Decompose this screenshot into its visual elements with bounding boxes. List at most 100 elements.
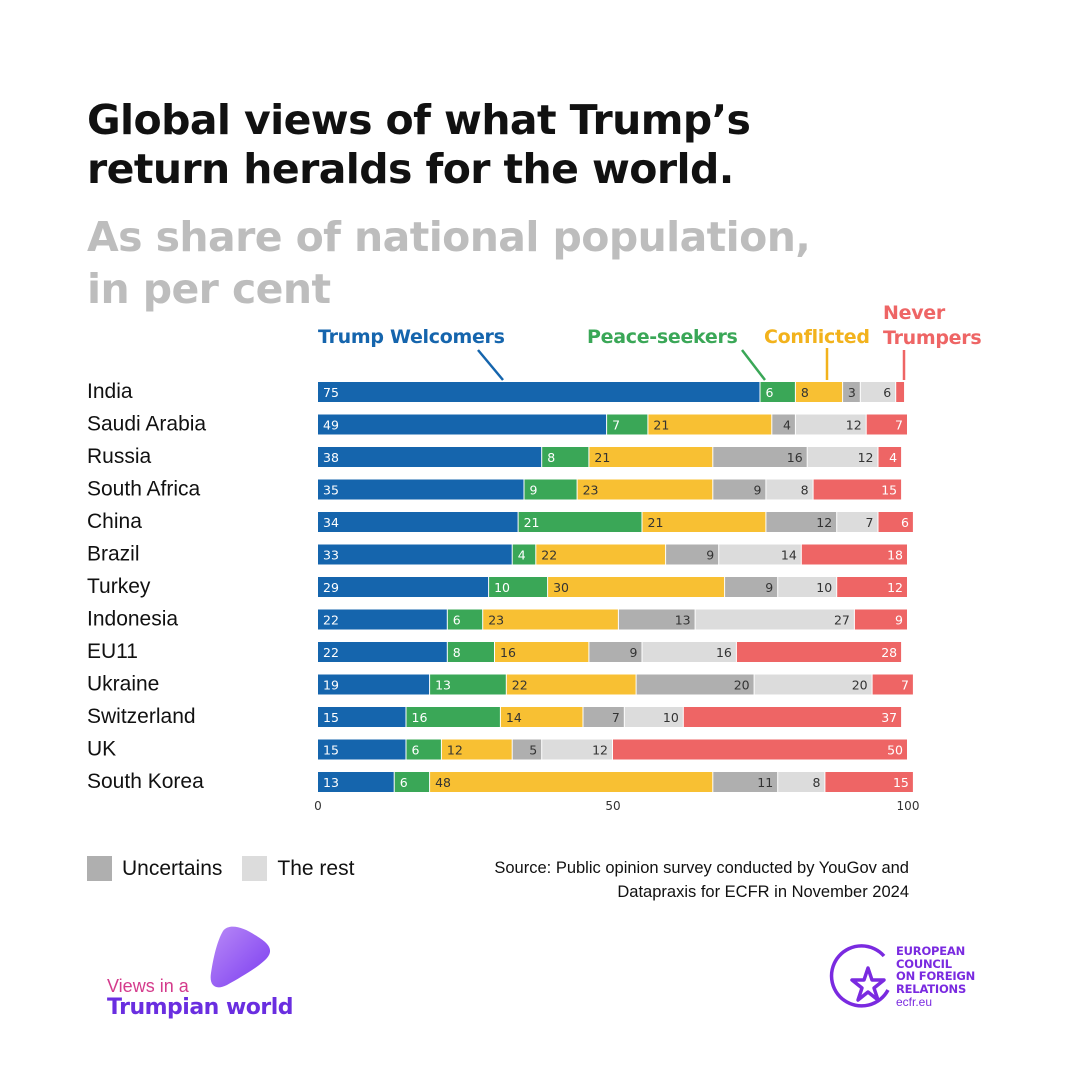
data-label-uk-peace-seekers: 6 bbox=[412, 743, 420, 758]
data-label-brazil-peace-seekers: 4 bbox=[518, 548, 526, 563]
bar-eu11-uncertains bbox=[589, 642, 642, 662]
pointer-peace bbox=[741, 349, 766, 381]
series-label-peace-seekers: Peace-seekers bbox=[587, 326, 738, 348]
bar-south-africa-peace-seekers bbox=[524, 479, 577, 500]
ecfr-star-icon bbox=[829, 944, 890, 1008]
data-label-china-peace-seekers: 21 bbox=[524, 515, 540, 530]
bar-south-africa-conflicted bbox=[577, 479, 713, 500]
bar-saudi-arabia-trump-welcomers bbox=[318, 414, 607, 435]
bar-indonesia-never-trumpers bbox=[854, 609, 907, 630]
country-label-uk: UK bbox=[87, 738, 116, 761]
views-in-trumpian-world-logo: Views in a Trumpian world bbox=[107, 925, 367, 1035]
data-label-ukraine-the-rest: 20 bbox=[852, 678, 868, 693]
data-label-turkey-peace-seekers: 10 bbox=[494, 580, 510, 595]
data-label-uk-never-trumpers: 50 bbox=[887, 743, 903, 758]
bar-turkey-the-rest bbox=[778, 577, 837, 597]
data-label-eu11-conflicted: 16 bbox=[500, 645, 516, 660]
bar-south-korea-the-rest bbox=[778, 772, 825, 792]
bar-brazil-conflicted bbox=[536, 544, 666, 565]
data-label-indonesia-uncertains: 13 bbox=[675, 613, 691, 628]
country-label-indonesia: Indonesia bbox=[87, 608, 178, 631]
data-label-south-africa-trump-welcomers: 35 bbox=[323, 483, 339, 498]
country-label-russia: Russia bbox=[87, 445, 152, 468]
country-label-south-korea: South Korea bbox=[87, 770, 204, 793]
bar-turkey-trump-welcomers bbox=[318, 577, 489, 597]
ecfr-name: EUROPEAN COUNCIL ON FOREIGN RELATIONS bbox=[896, 944, 976, 996]
bar-brazil-never-trumpers bbox=[801, 544, 907, 565]
series-label-never-trumpers: Never Trumpers bbox=[883, 302, 982, 349]
bar-south-korea-trump-welcomers bbox=[318, 772, 394, 792]
data-label-saudi-arabia-trump-welcomers: 49 bbox=[323, 418, 339, 433]
data-label-eu11-uncertains: 9 bbox=[630, 645, 638, 660]
data-label-saudi-arabia-the-rest: 12 bbox=[846, 418, 862, 433]
data-label-indonesia-conflicted: 23 bbox=[488, 613, 504, 628]
data-label-south-korea-the-rest: 8 bbox=[812, 775, 820, 790]
bar-china-conflicted bbox=[642, 512, 766, 532]
data-label-russia-uncertains: 16 bbox=[787, 450, 803, 465]
bar-south-africa-the-rest bbox=[766, 479, 813, 500]
country-label-china: China bbox=[87, 510, 142, 533]
bar-ukraine-trump-welcomers bbox=[318, 674, 430, 695]
data-label-saudi-arabia-uncertains: 4 bbox=[783, 418, 791, 433]
data-label-brazil-conflicted: 22 bbox=[541, 548, 557, 563]
legend-label-the-rest: The rest bbox=[277, 856, 355, 880]
bar-switzerland-peace-seekers bbox=[406, 707, 500, 727]
data-label-south-korea-peace-seekers: 6 bbox=[400, 775, 408, 790]
data-label-south-korea-uncertains: 11 bbox=[757, 775, 773, 790]
data-label-indonesia-peace-seekers: 6 bbox=[453, 613, 461, 628]
data-label-switzerland-peace-seekers: 16 bbox=[412, 710, 428, 725]
country-label-turkey: Turkey bbox=[87, 575, 151, 598]
bar-south-korea-conflicted bbox=[430, 772, 713, 792]
bar-ukraine-the-rest bbox=[754, 674, 872, 695]
legend-swatch-the-rest bbox=[242, 856, 268, 881]
country-label-south-africa: South Africa bbox=[87, 478, 201, 501]
data-label-russia-the-rest: 12 bbox=[858, 450, 874, 465]
data-label-turkey-the-rest: 10 bbox=[816, 580, 832, 595]
data-label-ukraine-uncertains: 20 bbox=[734, 678, 750, 693]
data-label-south-korea-conflicted: 48 bbox=[435, 775, 451, 790]
bar-ukraine-never-trumpers bbox=[872, 674, 913, 695]
data-label-south-africa-conflicted: 23 bbox=[583, 483, 599, 498]
bar-eu11-the-rest bbox=[642, 642, 736, 662]
data-label-ukraine-peace-seekers: 13 bbox=[435, 678, 451, 693]
data-label-india-the-rest: 6 bbox=[883, 385, 891, 400]
bar-brazil-peace-seekers bbox=[512, 544, 536, 565]
data-label-ukraine-never-trumpers: 7 bbox=[901, 678, 909, 693]
data-label-china-the-rest: 7 bbox=[866, 515, 874, 530]
bar-uk-conflicted bbox=[441, 739, 512, 760]
country-label-switzerland: Switzerland bbox=[87, 705, 196, 728]
bar-russia-peace-seekers bbox=[542, 447, 589, 467]
pointer-welcomers bbox=[477, 349, 504, 381]
bar-china-peace-seekers bbox=[518, 512, 642, 532]
data-label-uk-conflicted: 12 bbox=[447, 743, 463, 758]
data-label-turkey-never-trumpers: 12 bbox=[887, 580, 903, 595]
chart-subtitle: As share of national population, in per … bbox=[87, 213, 811, 313]
data-label-indonesia-trump-welcomers: 22 bbox=[323, 613, 339, 628]
data-label-switzerland-the-rest: 10 bbox=[663, 710, 679, 725]
bar-south-korea-uncertains bbox=[713, 772, 778, 792]
bar-eu11-conflicted bbox=[495, 642, 589, 662]
bar-india-uncertains bbox=[843, 382, 860, 402]
bar-saudi-arabia-peace-seekers bbox=[607, 414, 648, 435]
bar-switzerland-never-trumpers bbox=[683, 707, 902, 727]
bar-indonesia-trump-welcomers bbox=[318, 609, 447, 630]
bar-china-uncertains bbox=[766, 512, 837, 532]
bar-uk-peace-seekers bbox=[406, 739, 441, 760]
data-label-india-peace-seekers: 6 bbox=[766, 385, 774, 400]
data-label-saudi-arabia-conflicted: 21 bbox=[653, 418, 669, 433]
bar-india-trump-welcomers bbox=[318, 382, 760, 402]
data-label-uk-the-rest: 12 bbox=[592, 743, 608, 758]
bar-indonesia-uncertains bbox=[618, 609, 695, 630]
data-label-turkey-uncertains: 9 bbox=[765, 580, 773, 595]
x-tick-0: 0 bbox=[314, 799, 322, 813]
legend-label-uncertains: Uncertains bbox=[122, 856, 223, 880]
data-label-uk-trump-welcomers: 15 bbox=[323, 743, 339, 758]
data-label-uk-uncertains: 5 bbox=[529, 743, 537, 758]
data-label-saudi-arabia-peace-seekers: 7 bbox=[612, 418, 620, 433]
chart-title: Global views of what Trump’s return hera… bbox=[87, 96, 751, 193]
bar-uk-the-rest bbox=[542, 739, 612, 760]
bar-china-the-rest bbox=[837, 512, 878, 532]
data-label-switzerland-trump-welcomers: 15 bbox=[323, 710, 339, 725]
bar-russia-conflicted bbox=[589, 447, 713, 467]
